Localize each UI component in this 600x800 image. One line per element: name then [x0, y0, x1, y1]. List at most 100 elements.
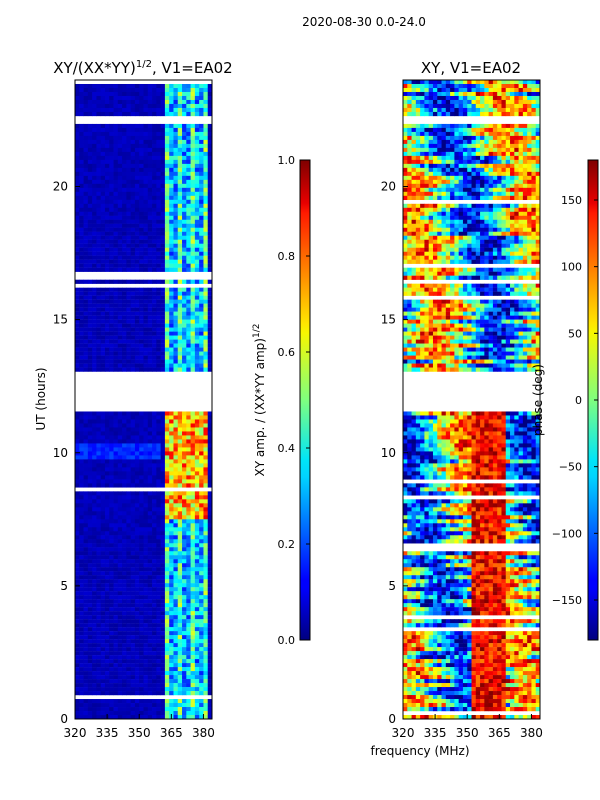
heatmap-cell [96, 167, 102, 173]
heatmap-cell [199, 607, 204, 612]
heatmap-cell [169, 367, 174, 372]
heatmap-cell [75, 235, 80, 240]
heatmap-cell [173, 619, 179, 624]
heatmap-cell [126, 139, 132, 145]
heatmap-cell [104, 247, 110, 252]
heatmap-cell [109, 711, 114, 716]
heatmap-cell [186, 455, 191, 460]
heatmap-cell [156, 239, 162, 244]
heatmap-cell [96, 679, 102, 684]
heatmap-cell [169, 567, 174, 572]
heatmap-cell [173, 147, 179, 153]
heatmap-cell [199, 643, 204, 648]
heatmap-cell [194, 295, 200, 300]
heatmap-cell [194, 579, 200, 584]
heatmap-cell [100, 607, 106, 612]
heatmap-cell [160, 339, 166, 344]
heatmap-cell [122, 179, 127, 185]
heatmap-cell [122, 195, 127, 201]
heatmap-cell [203, 447, 209, 452]
heatmap-cell [126, 363, 132, 368]
heatmap-cell [100, 599, 106, 604]
heatmap-cell [92, 299, 97, 304]
heatmap-cell [182, 255, 187, 260]
heatmap-cell [186, 203, 191, 208]
heatmap-cell [169, 655, 174, 660]
heatmap-cell [173, 451, 179, 456]
heatmap-cell [207, 151, 213, 157]
heatmap-cell [164, 103, 170, 109]
heatmap-cell [79, 99, 84, 105]
heatmap-cell [75, 579, 80, 584]
heatmap-cell [139, 427, 144, 432]
heatmap-cell [143, 559, 149, 564]
heatmap-cell [122, 675, 127, 680]
heatmap-cell [75, 415, 80, 420]
heatmap-cell [522, 107, 528, 113]
heatmap-cell [143, 655, 149, 660]
heatmap-cell [194, 623, 200, 628]
heatmap-cell [164, 663, 170, 668]
heatmap-cell [194, 127, 200, 133]
heatmap-cell [87, 131, 93, 137]
heatmap-cell [139, 503, 144, 508]
heatmap-cell [122, 479, 127, 484]
heatmap-cell [194, 483, 200, 488]
heatmap-cell [199, 411, 204, 416]
heatmap-cell [156, 111, 162, 117]
heatmap-cell [207, 583, 213, 588]
heatmap-cell [126, 207, 132, 212]
heatmap-cell [87, 543, 93, 548]
heatmap-cell [164, 167, 170, 173]
heatmap-cell [83, 111, 89, 117]
heatmap-cell [169, 411, 174, 416]
heatmap-cell [177, 343, 183, 348]
heatmap-cell [203, 99, 209, 105]
heatmap-cell [190, 523, 196, 528]
heatmap-cell [122, 471, 127, 476]
heatmap-cell [104, 547, 110, 552]
heatmap-cell [164, 691, 170, 696]
heatmap-cell [139, 143, 144, 149]
heatmap-cell [96, 435, 102, 440]
heatmap-cell [117, 627, 123, 632]
heatmap-cell [134, 219, 140, 224]
heatmap-cell [100, 507, 106, 512]
x-tick-label: 365 [160, 726, 183, 740]
heatmap-cell [143, 631, 149, 636]
heatmap-cell [156, 479, 162, 484]
heatmap-cell [126, 215, 132, 220]
heatmap-cell [527, 127, 532, 133]
heatmap-cell [203, 423, 209, 428]
heatmap-cell [130, 83, 136, 89]
heatmap-cell [87, 231, 93, 236]
heatmap-cell [143, 127, 149, 133]
heatmap-cell [122, 459, 127, 464]
heatmap-cell [92, 599, 97, 604]
heatmap-cell [75, 339, 80, 344]
heatmap-cell [92, 555, 97, 560]
heatmap-cell [122, 299, 127, 304]
heatmap-cell [83, 479, 89, 484]
heatmap-cell [92, 439, 97, 444]
heatmap-cell [109, 611, 114, 616]
heatmap-cell [113, 143, 119, 149]
heatmap-cell [147, 523, 153, 528]
heatmap-cell [164, 235, 170, 240]
heatmap-cell [75, 291, 80, 296]
heatmap-cell [109, 167, 114, 173]
heatmap-cell [79, 239, 84, 244]
heatmap-cell [199, 227, 204, 232]
heatmap-cell [169, 351, 174, 356]
heatmap-cell [186, 603, 191, 608]
heatmap-cell [160, 139, 166, 145]
heatmap-cell [104, 267, 110, 272]
heatmap-cell [134, 207, 140, 212]
heatmap-cell [156, 243, 162, 248]
heatmap-cell [143, 471, 149, 476]
heatmap-cell [87, 563, 93, 568]
heatmap-cell [169, 87, 174, 93]
heatmap-cell [130, 591, 136, 596]
heatmap-cell [130, 551, 136, 556]
heatmap-cell [117, 575, 123, 580]
